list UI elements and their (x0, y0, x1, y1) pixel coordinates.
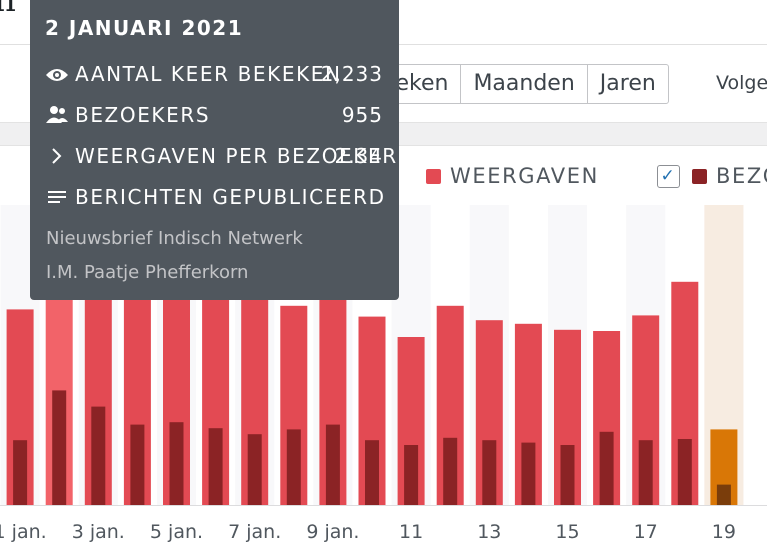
eye-icon (45, 64, 75, 88)
x-tick-label: 9 jan. (306, 521, 359, 543)
bar-visitors (482, 440, 497, 505)
bar-visitors (677, 439, 692, 505)
tooltip-label: BEZOEKERS (75, 103, 211, 127)
bar-visitors (443, 437, 458, 505)
tooltip-value: 955 (341, 103, 383, 127)
bar-visitors (365, 440, 379, 505)
chart-tooltip: 2 JANUARI 2021 AANTAL KEER BEKEKEN 2,233… (30, 0, 399, 300)
bar-visitors (286, 429, 301, 505)
bar-visitors (208, 428, 223, 505)
bar-visitors (91, 406, 106, 505)
x-tick-label: 7 jan. (228, 521, 281, 543)
bar-visitors (13, 440, 28, 505)
bar-visitors (560, 445, 575, 505)
period-selector: Weken Maanden Jaren (362, 64, 669, 104)
bar-visitors (404, 445, 419, 505)
bar-visitors (130, 424, 145, 505)
bar-visitors (599, 431, 614, 505)
x-tick-label: 1 jan. (0, 521, 47, 543)
x-tick-label: 15 (555, 521, 579, 543)
tooltip-value: 2,233 (320, 62, 383, 86)
tooltip-row-views: AANTAL KEER BEKEKEN 2,233 (45, 62, 383, 88)
bar-visitors (716, 484, 731, 505)
posts-icon (45, 187, 75, 211)
next-link[interactable]: Volge (716, 72, 767, 94)
tooltip-post-link[interactable]: Nieuwsbrief Indisch Netwerk (46, 228, 303, 249)
tooltip-row-views-per-visitor: WEERGAVEN PER BEZOEKER 2.34 (45, 144, 398, 170)
tooltip-label: BERICHTEN GEPUBLICEERD (75, 185, 386, 209)
tooltip-row-posts: BERICHTEN GEPUBLICEERD (45, 185, 386, 211)
legend-visitors-checkbox[interactable]: ✓ (656, 164, 680, 188)
tooltip-label: WEERGAVEN PER BEZOEKER (75, 144, 398, 168)
page-title: n (0, 0, 16, 20)
x-tick-label: 13 (477, 521, 501, 543)
tooltip-row-visitors: BEZOEKERS 955 (45, 103, 383, 129)
chevron-right-icon (45, 146, 75, 170)
tooltip-post-link[interactable]: I.M. Paatje Phefferkorn (46, 262, 249, 283)
bar-visitors (52, 390, 67, 505)
x-tick-label: 19 (712, 521, 736, 543)
visitors-icon (45, 104, 75, 129)
x-tick-label: 17 (634, 521, 658, 543)
bar-visitors (521, 442, 536, 505)
period-button-years[interactable]: Jaren (586, 65, 668, 103)
x-tick-label: 11 (399, 521, 423, 543)
bar-visitors (325, 424, 340, 505)
tooltip-label: AANTAL KEER BEKEKEN (75, 62, 342, 86)
x-tick-label: 3 jan. (72, 521, 125, 543)
legend-visitors-swatch (691, 168, 707, 184)
tooltip-value: 2.34 (334, 144, 383, 168)
tooltip-date: 2 JANUARI 2021 (45, 16, 244, 40)
period-button-months[interactable]: Maanden (460, 65, 586, 103)
legend-visitors-label: BEZO (715, 164, 767, 188)
legend-views-label: WEERGAVEN (450, 164, 599, 188)
bar-visitors (247, 434, 262, 505)
legend-views-swatch (426, 168, 441, 184)
bar-visitors (638, 440, 653, 505)
chart-legend: WEERGAVEN ✓ BEZO (426, 164, 767, 188)
bar-visitors (169, 422, 184, 505)
x-tick-label: 5 jan. (150, 521, 203, 543)
